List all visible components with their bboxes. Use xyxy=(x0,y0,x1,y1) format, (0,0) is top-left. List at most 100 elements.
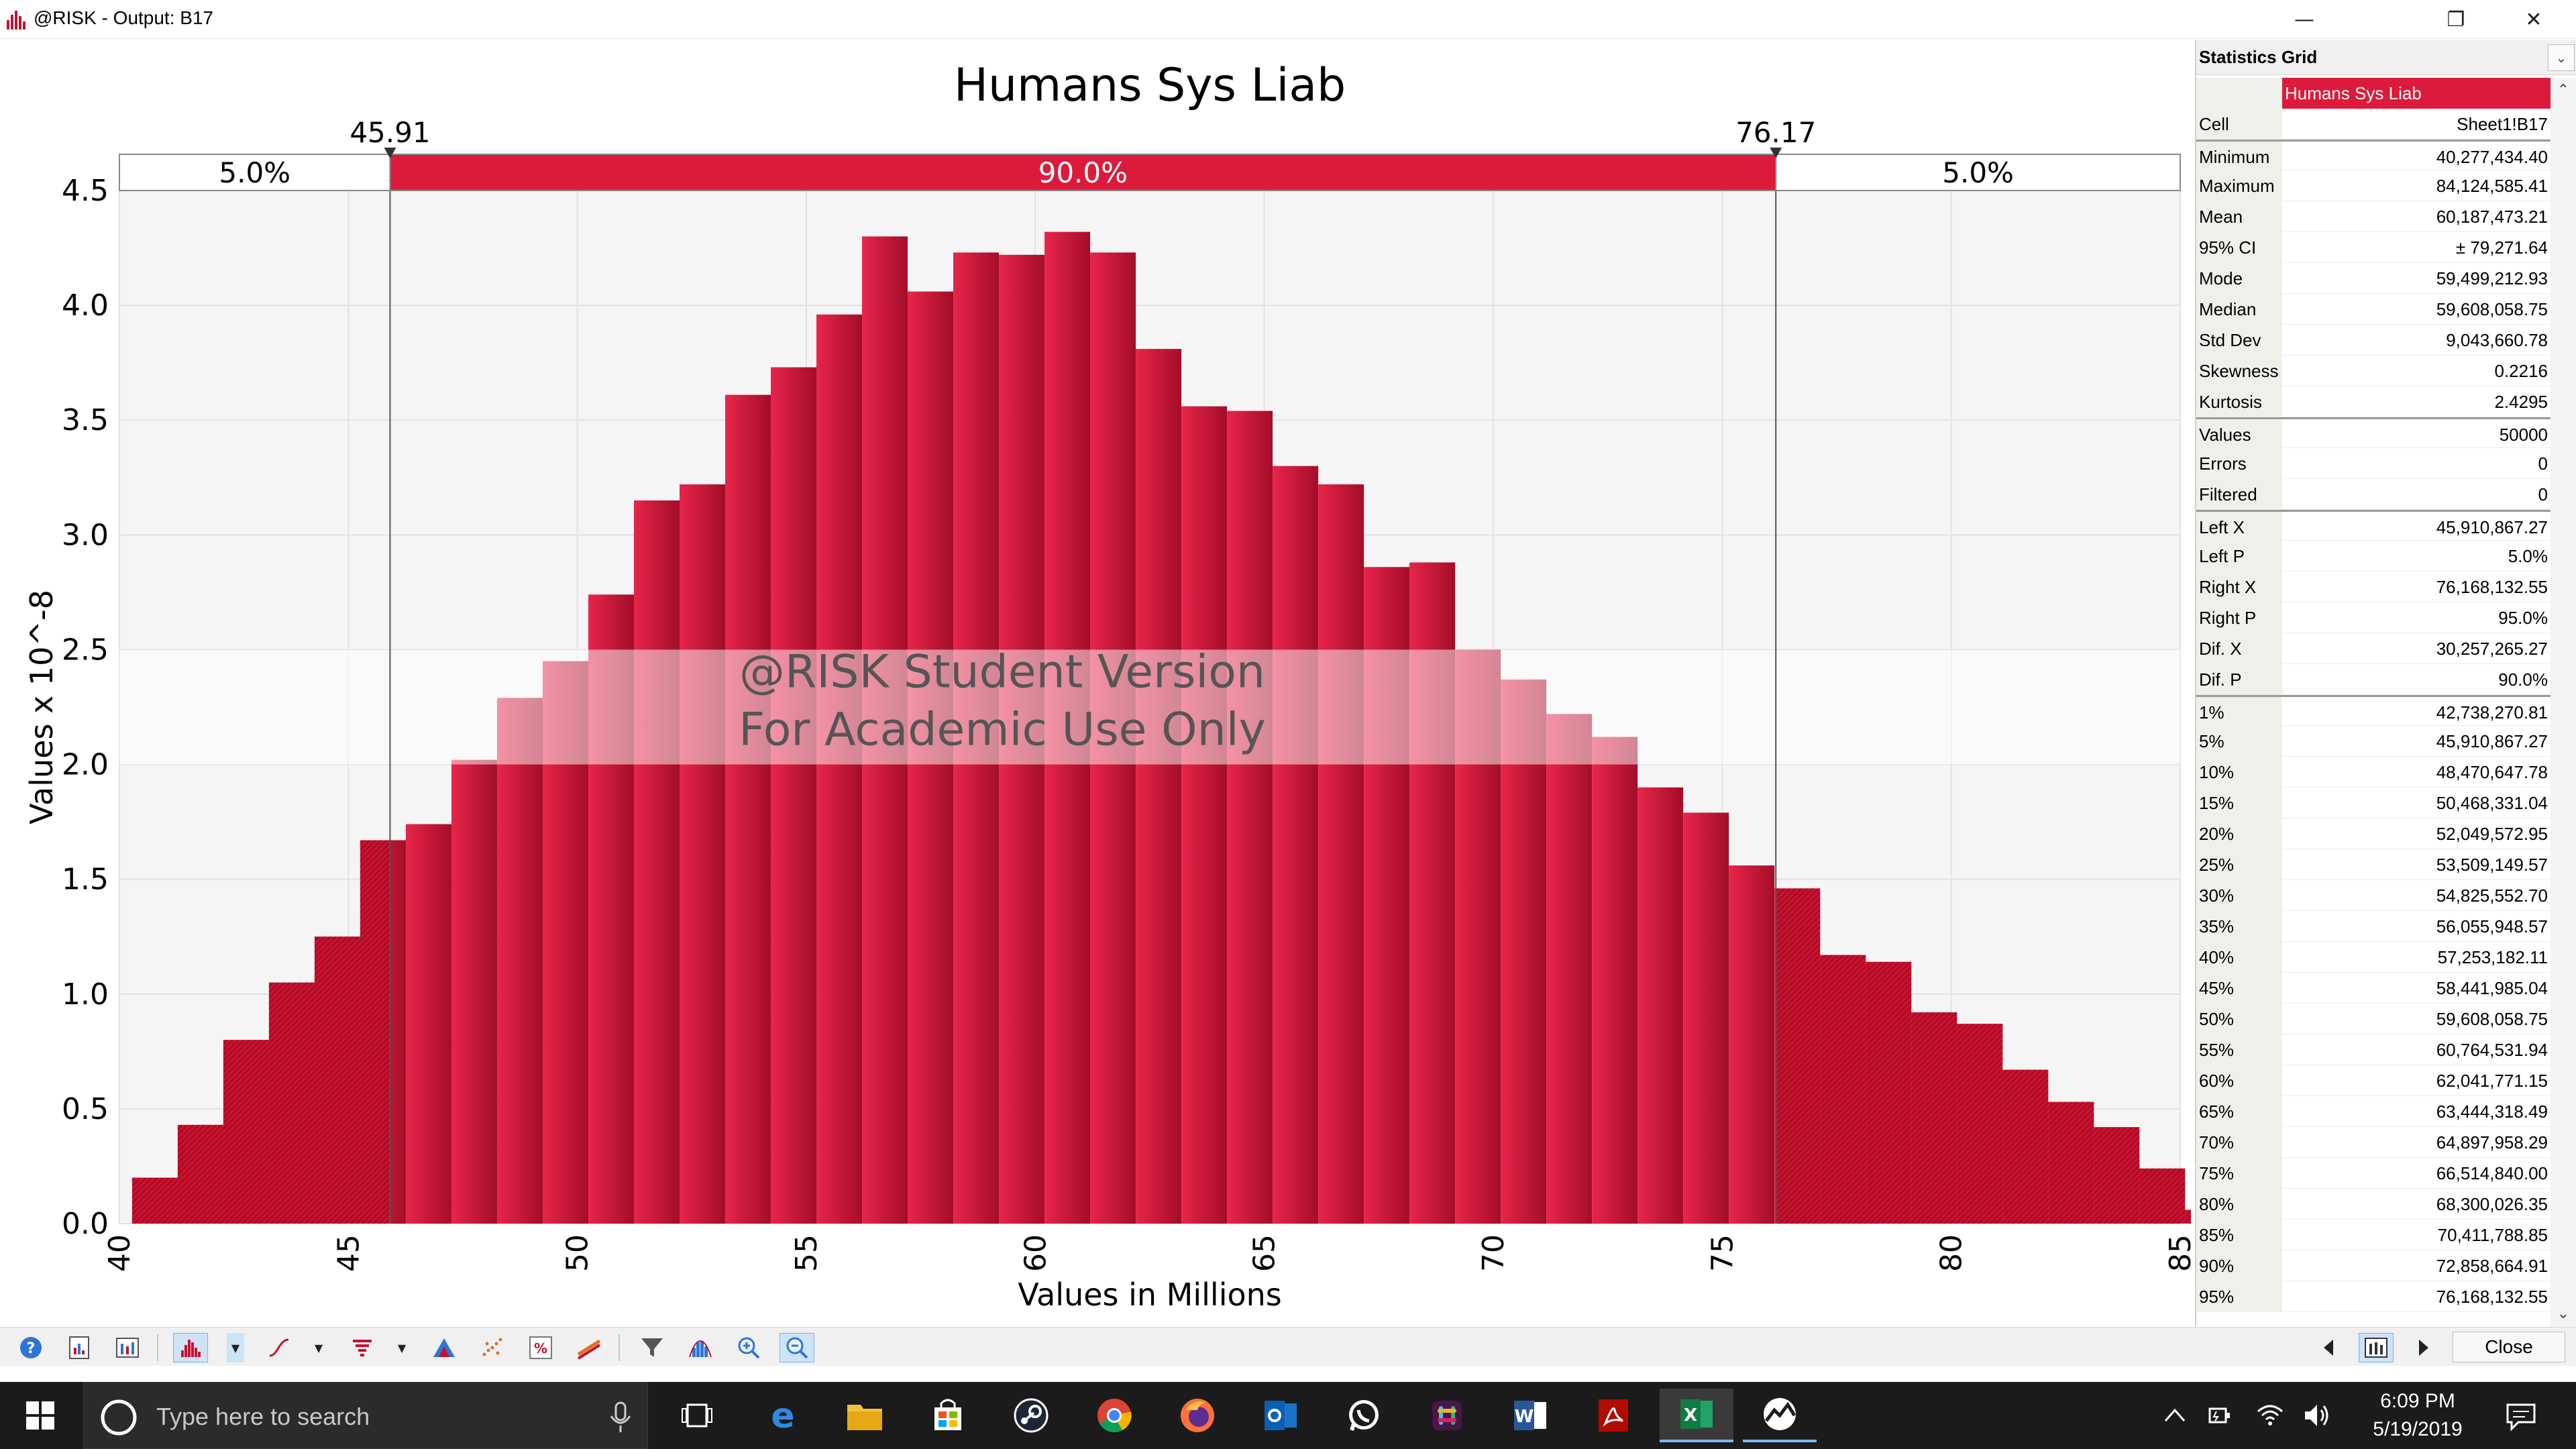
stats-row: Cell Sheet1!B17 xyxy=(2196,109,2551,140)
stats-row: 40% 57,253,182.11 xyxy=(2196,942,2551,973)
histogram-bar-tail xyxy=(223,1040,269,1224)
taskbar-search-box[interactable]: Type here to search xyxy=(83,1382,648,1449)
stats-row-label: Right X xyxy=(2196,572,2282,602)
close-button[interactable]: Close xyxy=(2453,1332,2565,1362)
volume-icon[interactable] xyxy=(2302,1402,2332,1429)
slack-icon[interactable] xyxy=(1410,1389,1484,1442)
x-tick-label: 70 xyxy=(1477,1234,1511,1272)
firefox-icon[interactable] xyxy=(1161,1389,1234,1442)
chevron-down-icon[interactable]: ⌄ xyxy=(2548,44,2575,71)
stats-row: Mode 59,499,212.93 xyxy=(2196,263,2551,294)
stats-row: 95% 76,168,132.55 xyxy=(2196,1281,2551,1312)
stats-row: Values 50000 xyxy=(2196,417,2551,450)
stats-row: Median 59,608,058.75 xyxy=(2196,294,2551,325)
excel-icon[interactable]: X xyxy=(1660,1389,1733,1442)
cumulative-icon[interactable] xyxy=(262,1333,297,1362)
stats-row-label: Values xyxy=(2196,419,2282,450)
scatter-icon[interactable] xyxy=(475,1333,510,1362)
cumulative-dropdown-icon[interactable]: ▼ xyxy=(314,1341,323,1354)
whatsapp-icon[interactable] xyxy=(1327,1389,1401,1442)
restore-icon[interactable]: ❐ xyxy=(2447,7,2465,32)
stats-row-label: 10% xyxy=(2196,757,2282,788)
wifi-icon[interactable] xyxy=(2255,1402,2285,1429)
histogram-bar xyxy=(679,484,726,1224)
filter-icon[interactable] xyxy=(635,1333,669,1362)
steam-icon[interactable] xyxy=(994,1389,1068,1442)
search-placeholder: Type here to search xyxy=(156,1403,370,1430)
fit-icon[interactable] xyxy=(683,1333,718,1362)
windows-start-icon[interactable] xyxy=(0,1382,80,1449)
edge-icon[interactable]: e xyxy=(746,1389,820,1442)
stats-row: 95% CI ± 79,271.64 xyxy=(2196,232,2551,263)
scroll-down-icon[interactable]: ⌄ xyxy=(2557,1305,2570,1322)
window-title: @RISK - Output: B17 xyxy=(34,7,214,28)
taskbar-date[interactable]: 5/19/2019 xyxy=(2373,1418,2463,1440)
store-icon[interactable] xyxy=(911,1389,985,1442)
microphone-icon[interactable] xyxy=(607,1400,634,1434)
stats-row-label: 25% xyxy=(2196,849,2282,880)
acrobat-icon[interactable] xyxy=(1576,1389,1650,1442)
stats-row-value: 63,444,318.49 xyxy=(2436,1102,2548,1122)
histogram-bar xyxy=(1638,787,1684,1224)
stats-row: Kurtosis 2.4295 xyxy=(2196,386,2551,417)
percent-icon[interactable]: % xyxy=(523,1333,558,1362)
overlay-icon[interactable] xyxy=(572,1333,606,1362)
chevron-left-icon[interactable] xyxy=(2312,1333,2347,1362)
risk-app-icon[interactable] xyxy=(1743,1389,1817,1442)
power-icon[interactable] xyxy=(2207,1402,2237,1429)
stats-row-value: 50000 xyxy=(2499,425,2548,445)
cortana-icon xyxy=(101,1399,137,1436)
report-icon[interactable] xyxy=(62,1333,97,1362)
outlook-icon[interactable] xyxy=(1244,1389,1318,1442)
stats-row-label: Dif. X xyxy=(2196,633,2282,664)
chevron-right-icon[interactable] xyxy=(2406,1333,2440,1362)
notifications-icon[interactable] xyxy=(2505,1402,2537,1432)
close-icon[interactable]: ✕ xyxy=(2525,7,2542,32)
summary-icon[interactable] xyxy=(110,1333,145,1362)
zoom-out-icon[interactable] xyxy=(780,1333,814,1362)
file-explorer-icon[interactable] xyxy=(828,1389,902,1442)
stats-row-value: 45,910,867.27 xyxy=(2436,731,2548,751)
x-tick-label: 50 xyxy=(561,1234,595,1272)
tornado-dropdown-icon[interactable]: ▼ xyxy=(397,1341,407,1354)
statistics-grid: Humans Sys Liab Cell Sheet1!B17 Minimum 40,2… xyxy=(2196,78,2551,1312)
graph-type-icon[interactable] xyxy=(427,1333,462,1362)
minimize-icon[interactable]: — xyxy=(2294,7,2314,32)
tornado-icon[interactable] xyxy=(345,1333,380,1362)
statistics-header: Statistics Grid ⌄ xyxy=(2196,40,2576,75)
statistics-scrollbar[interactable]: ⌃ ⌄ xyxy=(2551,78,2576,1327)
word-icon[interactable]: W xyxy=(1493,1389,1567,1442)
stats-row-label: 35% xyxy=(2196,911,2282,942)
stats-row-label: 30% xyxy=(2196,880,2282,911)
stats-row-label: 55% xyxy=(2196,1034,2282,1065)
histogram-bar xyxy=(1546,714,1593,1224)
task-view-icon[interactable] xyxy=(660,1389,734,1442)
stats-row-label: 75% xyxy=(2196,1158,2282,1189)
chevron-up-icon[interactable] xyxy=(2163,1405,2187,1425)
taskbar-time[interactable]: 6:09 PM xyxy=(2380,1390,2455,1412)
stats-row: 60% 62,041,771.15 xyxy=(2196,1065,2551,1096)
stats-row: 70% 64,897,958.29 xyxy=(2196,1127,2551,1158)
scroll-up-icon[interactable]: ⌃ xyxy=(2557,82,2570,99)
stats-row: 85% 70,411,788.85 xyxy=(2196,1220,2551,1250)
histogram-bar-tail xyxy=(360,840,390,1224)
histogram-bar xyxy=(451,759,497,1224)
stats-row: 65% 63,444,318.49 xyxy=(2196,1096,2551,1127)
chrome-icon[interactable] xyxy=(1077,1389,1151,1442)
help-icon[interactable]: ? xyxy=(13,1333,48,1362)
stats-row-label: Minimum xyxy=(2196,142,2282,172)
stats-row-value: 66,514,840.00 xyxy=(2436,1163,2548,1183)
stats-row: Left P 5.0% xyxy=(2196,541,2551,572)
histogram-dropdown-icon[interactable]: ▼ xyxy=(227,1333,244,1362)
statistics-grid-icon[interactable] xyxy=(2359,1333,2394,1362)
zoom-in-icon[interactable] xyxy=(731,1333,766,1362)
stats-row: 25% 53,509,149.57 xyxy=(2196,849,2551,880)
histogram-bar-tail xyxy=(268,982,315,1224)
stats-row-label: 1% xyxy=(2196,697,2282,728)
risk-logo-icon xyxy=(7,11,25,30)
y-tick-label: 2.0 xyxy=(62,748,109,782)
histogram-icon[interactable] xyxy=(173,1333,208,1362)
stats-row: 35% 56,055,948.57 xyxy=(2196,911,2551,942)
stats-row-label: 85% xyxy=(2196,1220,2282,1250)
stats-row-value: 53,509,149.57 xyxy=(2436,855,2548,875)
